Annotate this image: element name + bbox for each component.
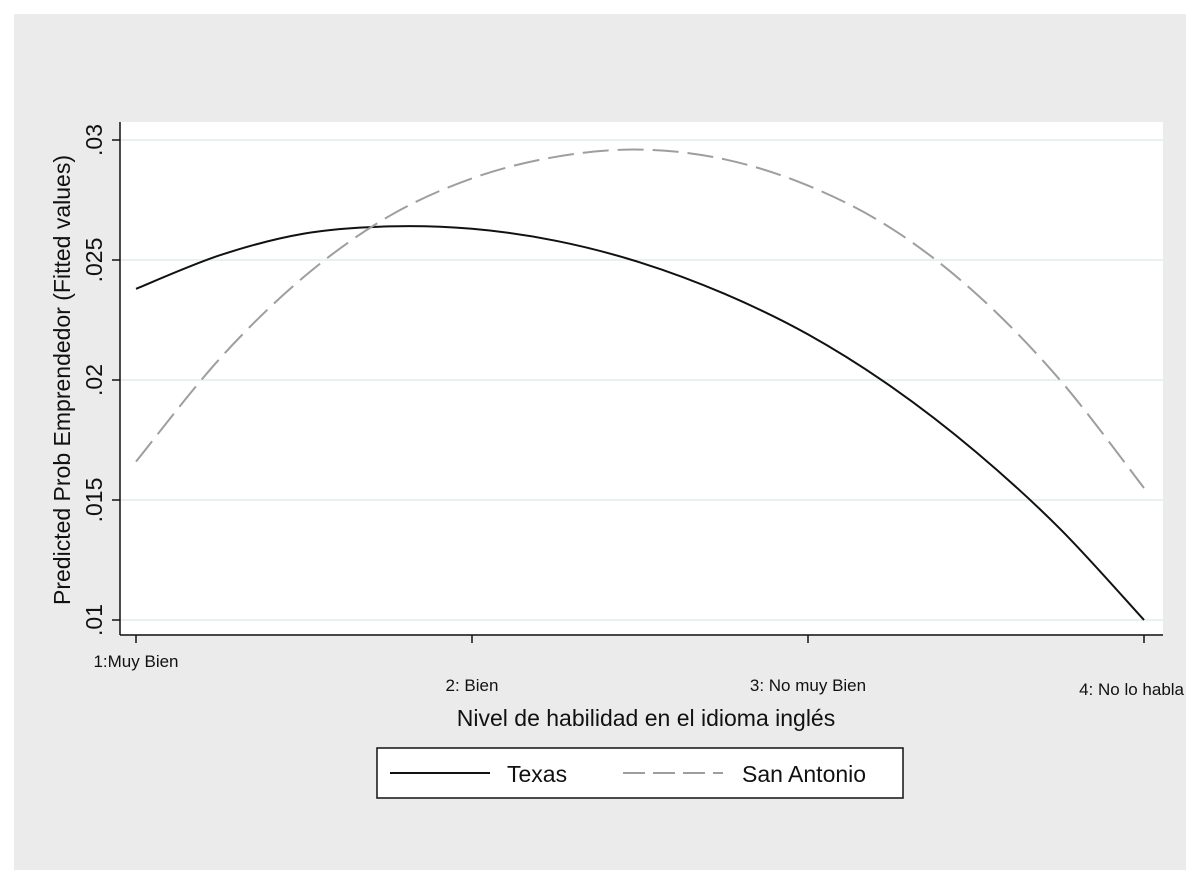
axes-layer (119, 122, 1163, 636)
y-axis-title: Predicted Prob Emprendedor (Fitted value… (49, 155, 75, 605)
y-tick-label: .02 (81, 364, 107, 396)
legend: Texas San Antonio (376, 747, 904, 799)
x-tick-label: 2: Bien (446, 676, 499, 695)
y-tick-label: .025 (81, 238, 107, 283)
legend-label-san-antonio: San Antonio (742, 761, 866, 787)
x-axis-title: Nivel de habilidad en el idioma inglés (457, 705, 835, 731)
x-tick-label: 4: No lo habla (1079, 680, 1184, 699)
series-line-san-antonio (135, 148, 1145, 489)
series-line-texas (135, 225, 1145, 621)
plot-area (120, 122, 1163, 634)
y-tick-label: .01 (81, 604, 107, 636)
series-layer (135, 148, 1145, 621)
y-ticks: .01 .015 .02 .025 .03 (81, 124, 120, 636)
y-tick-label: .03 (81, 124, 107, 156)
y-tick-label: .015 (81, 478, 107, 523)
grid-layer (120, 139, 1163, 621)
x-tick-label: 1:Muy Bien (93, 652, 178, 671)
x-ticks: 1:Muy Bien 2: Bien 3: No muy Bien 4: No lo … (93, 635, 1185, 699)
x-tick-label: 3: No muy Bien (750, 676, 866, 695)
legend-label-texas: Texas (507, 761, 567, 787)
